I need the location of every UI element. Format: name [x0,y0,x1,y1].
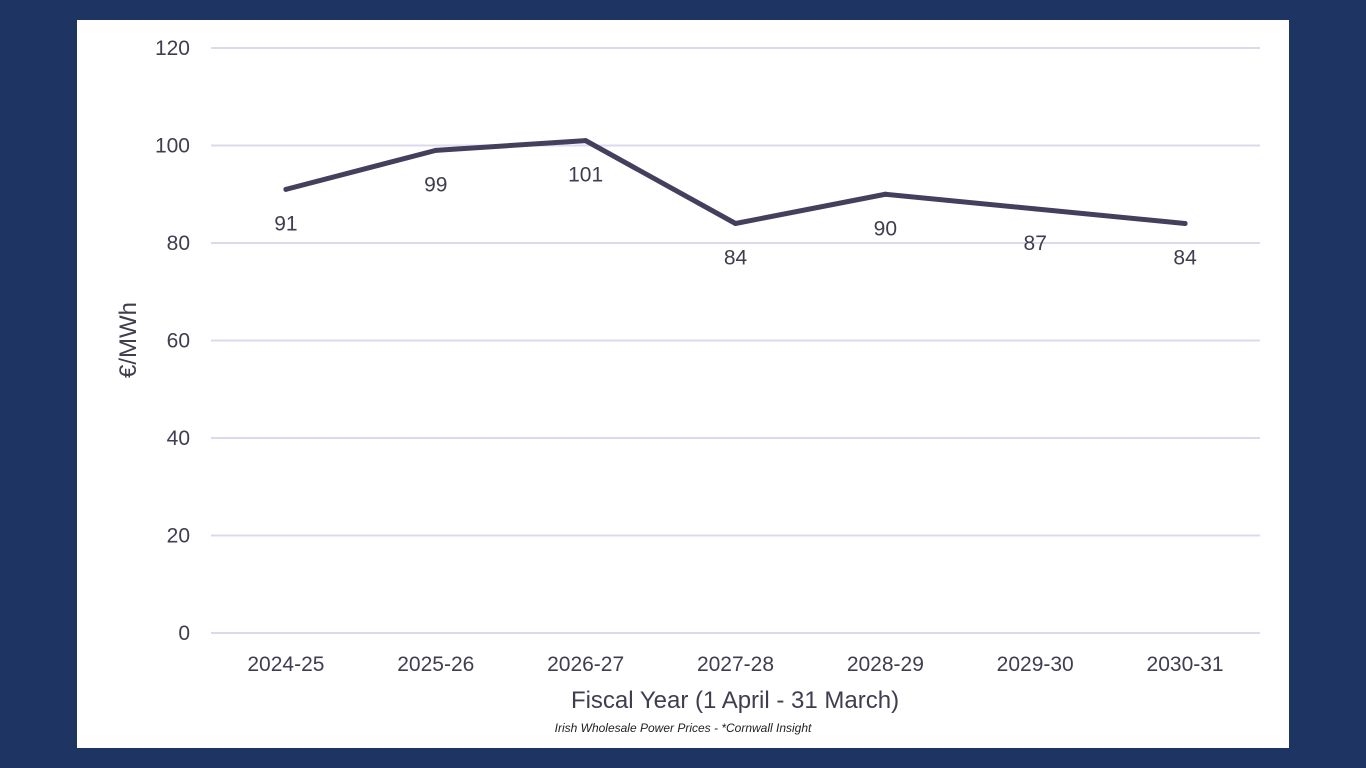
y-tick-label-20: 20 [167,525,190,548]
data-label-2029-30: 87 [1024,232,1047,255]
x-tick-label-2024-25: 2024-25 [247,653,324,676]
x-tick-label-2027-28: 2027-28 [697,653,774,676]
y-tick-label-120: 120 [155,37,190,60]
y-tick-label-60: 60 [167,330,190,353]
y-tick-label-80: 80 [167,232,190,255]
chart-card [77,20,1289,748]
data-point-2030-31 [1182,221,1188,226]
x-tick-label-2028-29: 2028-29 [847,653,924,676]
x-tick-label-2030-31: 2030-31 [1147,653,1224,676]
data-label-2025-26: 99 [424,173,447,196]
data-point-2025-26 [433,147,439,153]
gridlines [211,47,1260,634]
data-label-2030-31: 84 [1173,247,1197,270]
data-label-2024-25: 91 [274,212,297,235]
data-labels: 91 99 101 84 90 87 84 [274,164,1197,270]
x-axis-ticks: 2024-25 2025-26 2026-27 2027-28 2028-29 2029-… [247,653,1223,676]
y-axis-title: €/MWh [115,302,142,378]
data-point-2024-25 [283,186,289,192]
series-line [283,138,1188,226]
x-tick-label-2029-30: 2029-30 [997,653,1074,676]
x-axis-title: Fiscal Year (1 April - 31 March) [571,687,899,714]
x-tick-label-2026-27: 2026-27 [547,653,624,676]
x-tick-label-2025-26: 2025-26 [397,653,474,676]
data-point-2028-29 [882,191,888,197]
y-axis-ticks: 0 20 40 60 80 100 120 [155,37,190,645]
y-tick-label-0: 0 [178,622,190,645]
y-tick-label-40: 40 [167,427,190,450]
data-point-2027-28 [733,221,738,226]
series-line-group [283,138,1188,226]
y-tick-label-100: 100 [155,135,190,158]
data-label-2026-27: 101 [568,164,603,187]
data-point-2029-30 [1032,206,1038,212]
data-point-2026-27 [583,138,589,144]
source-caption: Irish Wholesale Power Prices - *Cornwall… [554,721,812,735]
data-label-2028-29: 90 [874,217,897,240]
data-label-2027-28: 84 [724,247,748,270]
